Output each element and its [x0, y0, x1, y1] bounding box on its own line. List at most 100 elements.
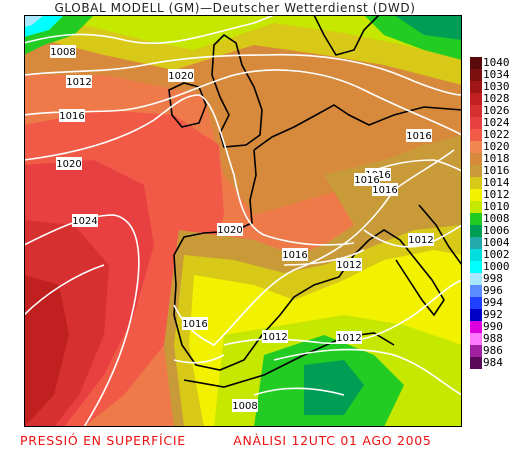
svg-text:1020: 1020 [56, 159, 81, 170]
legend-swatch [470, 117, 482, 129]
legend-label: 1020 [483, 140, 510, 153]
isobar-1012-africa [273, 348, 462, 396]
isobar-label-1012-italy: 1012 [336, 258, 362, 271]
legend-swatch [470, 357, 482, 369]
legend-item: 992 [470, 308, 520, 321]
legend-swatch [470, 141, 482, 153]
isobar-labels: 1008 1012 1016 1020 1020 1024 1020 1016 … [50, 45, 434, 412]
legend-swatch [470, 93, 482, 105]
svg-text:1012: 1012 [66, 77, 91, 88]
legend-item: 994 [470, 296, 520, 309]
legend-label: 1026 [483, 104, 510, 117]
svg-text:1016: 1016 [59, 111, 84, 122]
isobar-label-1016-iberia: 1016 [182, 317, 208, 330]
legend-label: 1030 [483, 80, 510, 93]
svg-text:1024: 1024 [72, 216, 97, 227]
legend-swatch [470, 189, 482, 201]
isobar-label-1024: 1024 [72, 214, 98, 227]
legend-item: 1018 [470, 152, 520, 165]
legend-item: 1004 [470, 236, 520, 249]
isobar-label-1020-ireland: 1020 [168, 69, 194, 82]
isobar-label-1012-balkans: 1012 [408, 233, 434, 246]
legend-label: 998 [483, 272, 503, 285]
isobar-1008-north [24, 15, 275, 45]
legend-swatch [470, 309, 482, 321]
legend-swatch [470, 177, 482, 189]
pressure-map: 1008 1012 1016 1020 1020 1024 1020 1016 … [24, 15, 462, 427]
isobar-label-1012-tunisia: 1012 [336, 331, 362, 344]
legend-swatch [470, 237, 482, 249]
svg-text:1016: 1016 [354, 175, 379, 186]
caption-analysis-time: ANÀLISI 12UTC 01 AGO 2005 [233, 433, 432, 448]
legend-label: 1034 [483, 68, 510, 81]
legend-swatch [470, 273, 482, 285]
isobar-label-1016-center: 1016 [354, 173, 380, 186]
isobar-label-1016-alps-a: 1016 [406, 129, 432, 142]
legend-item: 1006 [470, 224, 520, 237]
legend-item: 996 [470, 284, 520, 297]
svg-text:1020: 1020 [168, 71, 193, 82]
isobar-label-1012-nw: 1012 [66, 75, 92, 88]
legend-swatch [470, 81, 482, 93]
legend-item: 1012 [470, 188, 520, 201]
map-frame [24, 15, 462, 427]
legend-item: 1030 [470, 80, 520, 93]
pressure-legend: 1040 1034 1030 1028 1026 1024 1022 1020 1018 1016… [470, 56, 520, 369]
legend-item: 984 [470, 356, 520, 369]
isobar-label-1012-algeria: 1012 [262, 330, 288, 343]
svg-text:1008: 1008 [50, 47, 75, 58]
legend-swatch [470, 153, 482, 165]
svg-text:1016: 1016 [406, 131, 431, 142]
legend-swatch [470, 333, 482, 345]
legend-item: 998 [470, 272, 520, 285]
legend-swatch [470, 129, 482, 141]
legend-label: 1018 [483, 152, 510, 165]
isobar-label-1008-sahara: 1008 [232, 399, 258, 412]
legend-label: 986 [483, 344, 503, 357]
legend-label: 1000 [483, 260, 510, 273]
legend-swatch [470, 249, 482, 261]
field-1010-top [24, 15, 462, 60]
legend-label: 1006 [483, 224, 510, 237]
legend-label: 1010 [483, 200, 510, 213]
legend-item: 1020 [470, 140, 520, 153]
caption-variable: PRESSIÓ EN SUPERFÍCIE [20, 433, 186, 448]
legend-label: 984 [483, 356, 503, 369]
legend-item: 1014 [470, 176, 520, 189]
isobar-label-1016-nw: 1016 [59, 109, 85, 122]
legend-item: 1008 [470, 212, 520, 225]
isobar-label-1016-med: 1016 [282, 248, 308, 261]
svg-text:1016: 1016 [372, 185, 397, 196]
isobar-1016-north [24, 69, 462, 136]
isobar-label-1016-alps-c: 1016 [372, 183, 398, 196]
svg-text:1008: 1008 [232, 401, 257, 412]
coast-france-iberia [173, 149, 370, 371]
legend-label: 1002 [483, 248, 510, 261]
legend-swatch [470, 261, 482, 273]
field-1016-alps [324, 135, 462, 225]
isobar-label-1020-biscay: 1020 [217, 223, 243, 236]
field-1018-north [24, 15, 462, 215]
legend-label: 1014 [483, 176, 510, 189]
legend-swatch [470, 225, 482, 237]
isobar-1020-main [24, 94, 355, 246]
svg-text:1016: 1016 [282, 250, 307, 261]
field-1006-africa [304, 360, 364, 415]
legend-swatch [470, 285, 482, 297]
legend-swatch [470, 213, 482, 225]
isobar-1016-bottomleft [173, 354, 225, 364]
coast-scandinavia [313, 15, 380, 56]
field-cyan-nw-inner [24, 15, 44, 27]
legend-label: 1004 [483, 236, 510, 249]
legend-label: 994 [483, 296, 503, 309]
legend-item: 1022 [470, 128, 520, 141]
legend-item: 1010 [470, 200, 520, 213]
field-1006-ne [394, 15, 462, 40]
svg-text:1012: 1012 [262, 332, 287, 343]
coast-ireland [168, 82, 207, 128]
legend-item: 1026 [470, 104, 520, 117]
legend-swatch [470, 345, 482, 357]
map-title: GLOBAL MODELL (GM)—Deutscher Wetterdiens… [54, 1, 416, 15]
legend-swatch [470, 69, 482, 81]
isobar-1012-north [24, 53, 462, 96]
